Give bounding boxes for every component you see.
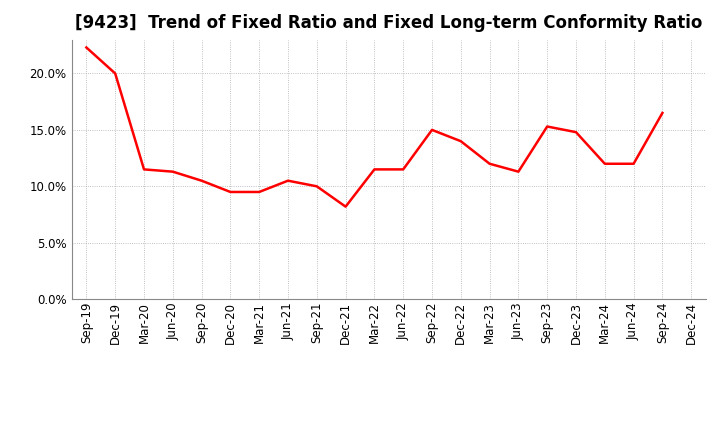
Fixed Long-term Conformity Ratio — [312, 183, 321, 189]
Fixed Long-term Conformity Ratio — [428, 127, 436, 132]
Fixed Long-term Conformity Ratio — [284, 178, 292, 183]
Fixed Long-term Conformity Ratio — [543, 124, 552, 129]
Fixed Long-term Conformity Ratio — [111, 71, 120, 76]
Fixed Long-term Conformity Ratio — [140, 167, 148, 172]
Fixed Long-term Conformity Ratio — [658, 110, 667, 116]
Fixed Long-term Conformity Ratio — [341, 204, 350, 209]
Fixed Long-term Conformity Ratio — [629, 161, 638, 166]
Fixed Long-term Conformity Ratio — [485, 161, 494, 166]
Fixed Long-term Conformity Ratio — [514, 169, 523, 174]
Fixed Long-term Conformity Ratio — [168, 169, 177, 174]
Fixed Long-term Conformity Ratio — [370, 167, 379, 172]
Title: [9423]  Trend of Fixed Ratio and Fixed Long-term Conformity Ratio: [9423] Trend of Fixed Ratio and Fixed Lo… — [75, 15, 703, 33]
Fixed Long-term Conformity Ratio — [226, 189, 235, 194]
Fixed Long-term Conformity Ratio — [572, 129, 580, 135]
Fixed Long-term Conformity Ratio — [197, 178, 206, 183]
Fixed Long-term Conformity Ratio — [456, 139, 465, 144]
Fixed Long-term Conformity Ratio — [600, 161, 609, 166]
Fixed Long-term Conformity Ratio — [399, 167, 408, 172]
Fixed Long-term Conformity Ratio — [255, 189, 264, 194]
Line: Fixed Long-term Conformity Ratio: Fixed Long-term Conformity Ratio — [86, 48, 662, 207]
Fixed Long-term Conformity Ratio — [82, 45, 91, 50]
